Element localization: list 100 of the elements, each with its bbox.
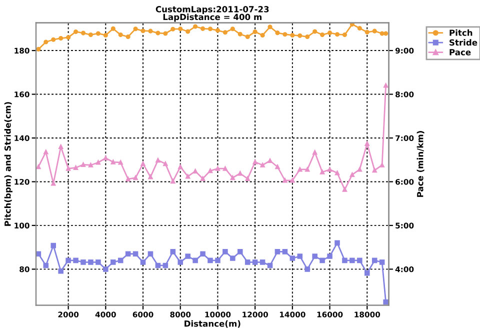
point bbox=[237, 249, 243, 254]
point bbox=[80, 162, 86, 167]
point bbox=[215, 28, 220, 33]
point bbox=[380, 31, 384, 36]
point bbox=[200, 176, 206, 181]
point bbox=[132, 251, 138, 257]
point bbox=[96, 160, 100, 165]
point bbox=[170, 26, 176, 32]
point bbox=[282, 32, 288, 37]
point bbox=[260, 162, 265, 168]
point bbox=[245, 34, 250, 40]
point bbox=[200, 251, 206, 257]
point bbox=[372, 28, 377, 34]
point bbox=[320, 32, 325, 38]
point bbox=[222, 166, 228, 171]
point bbox=[208, 258, 213, 264]
point bbox=[312, 29, 318, 34]
point bbox=[148, 251, 154, 257]
point bbox=[103, 32, 108, 38]
point bbox=[312, 254, 318, 259]
point bbox=[73, 165, 78, 170]
point bbox=[364, 30, 370, 34]
point bbox=[383, 299, 388, 305]
point bbox=[215, 166, 220, 171]
point bbox=[275, 30, 280, 36]
point bbox=[357, 167, 362, 172]
point bbox=[80, 30, 86, 36]
point bbox=[156, 30, 160, 36]
point bbox=[298, 167, 302, 172]
point bbox=[305, 167, 310, 172]
point bbox=[155, 262, 161, 268]
point bbox=[320, 258, 325, 264]
point bbox=[103, 266, 108, 272]
point bbox=[148, 28, 153, 34]
point bbox=[186, 174, 190, 179]
point bbox=[290, 32, 295, 38]
point bbox=[125, 251, 131, 257]
point bbox=[327, 254, 332, 259]
point bbox=[268, 24, 272, 30]
point bbox=[260, 260, 266, 265]
point bbox=[282, 249, 288, 254]
point bbox=[44, 150, 48, 154]
point bbox=[297, 254, 303, 259]
point bbox=[126, 34, 130, 40]
point bbox=[140, 28, 146, 34]
point bbox=[350, 172, 354, 178]
point bbox=[162, 262, 168, 268]
point bbox=[384, 83, 388, 88]
legend-label: Stride bbox=[450, 39, 478, 46]
point bbox=[36, 251, 42, 257]
point bbox=[260, 32, 265, 38]
legend-label: Pitch bbox=[450, 29, 472, 36]
point bbox=[44, 40, 48, 44]
point bbox=[58, 144, 64, 150]
y-axis-title: Pitch(bpm) and Stride(cm) bbox=[4, 102, 12, 226]
point bbox=[342, 187, 348, 192]
point bbox=[118, 160, 123, 165]
point bbox=[245, 176, 250, 181]
point bbox=[334, 32, 340, 37]
point bbox=[36, 46, 41, 52]
point bbox=[51, 37, 56, 42]
point bbox=[357, 258, 362, 264]
point bbox=[170, 178, 176, 184]
point bbox=[252, 160, 258, 164]
point bbox=[230, 256, 236, 261]
point bbox=[163, 31, 168, 36]
point bbox=[80, 260, 86, 265]
point bbox=[379, 260, 385, 265]
point bbox=[372, 258, 378, 264]
point bbox=[208, 168, 213, 174]
point bbox=[193, 24, 198, 29]
point bbox=[244, 260, 250, 265]
point bbox=[334, 240, 340, 246]
point bbox=[118, 258, 124, 264]
point bbox=[342, 32, 348, 38]
point bbox=[192, 258, 198, 264]
point bbox=[50, 242, 56, 248]
point bbox=[66, 35, 71, 40]
point bbox=[342, 258, 348, 264]
point bbox=[230, 175, 235, 180]
legend-label: Pace bbox=[450, 49, 471, 56]
point bbox=[384, 31, 388, 36]
point bbox=[103, 156, 108, 160]
point bbox=[320, 170, 325, 174]
point bbox=[222, 249, 228, 254]
point bbox=[118, 32, 123, 38]
point bbox=[327, 30, 332, 36]
point bbox=[327, 167, 332, 172]
point bbox=[305, 34, 310, 40]
point bbox=[290, 256, 296, 261]
point bbox=[200, 26, 206, 31]
point bbox=[96, 31, 100, 36]
point bbox=[133, 26, 138, 32]
point bbox=[304, 266, 310, 272]
point bbox=[58, 36, 64, 41]
point bbox=[298, 33, 302, 38]
point bbox=[215, 258, 220, 264]
y2-axis-title: Pace (min/km) bbox=[416, 131, 424, 197]
point bbox=[110, 160, 116, 164]
chart-title: CustomLaps:2011-07-23 LapDistance = 400 m bbox=[156, 6, 269, 22]
